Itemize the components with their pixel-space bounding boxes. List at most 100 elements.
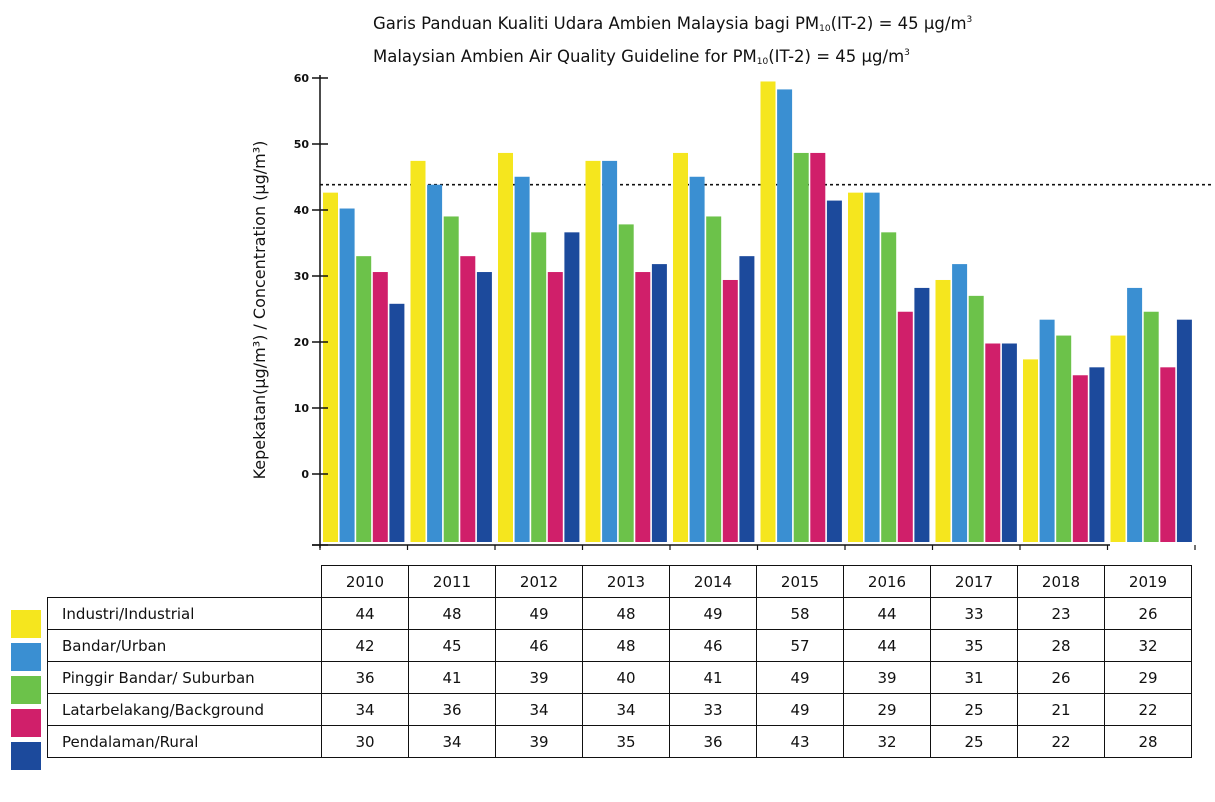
- table-year-header: 2017: [930, 565, 1018, 598]
- series-name-cell: Pinggir Bandar/ Suburban: [47, 661, 322, 694]
- value-cell: 34: [495, 693, 583, 726]
- bar-2012-series-2: [514, 176, 530, 542]
- bar-2014-series-5: [739, 256, 755, 542]
- value-cell: 58: [756, 597, 844, 630]
- bar-2011-series-4: [460, 256, 476, 542]
- bar-2014-series-1: [673, 152, 688, 542]
- bar-2010-series-4: [372, 272, 388, 542]
- bar-2013-series-3: [618, 224, 634, 542]
- value-cell: 34: [408, 725, 496, 758]
- chart-title-line-2: Malaysian Ambien Air Quality Guideline f…: [373, 47, 910, 67]
- y-axis-label: Kepekatan(µg/m³) / Concentration (µg/m³): [250, 141, 269, 480]
- table-row: Bandar/Urban 42 45 46 48 46 57 44 35 28 32: [47, 629, 1192, 662]
- value-cell: 44: [321, 597, 409, 630]
- value-cell: 33: [930, 597, 1018, 630]
- value-cell: 35: [582, 725, 670, 758]
- legend-swatch-5: [11, 742, 41, 770]
- value-cell: 29: [1104, 661, 1192, 694]
- value-cell: 32: [843, 725, 931, 758]
- bar-2016-series-1: [848, 192, 863, 542]
- value-cell: 39: [843, 661, 931, 694]
- table-row: Industri/Industrial 44 48 49 48 49 58 44 33 23 26: [47, 597, 1192, 630]
- table-year-header: 2012: [495, 565, 583, 598]
- value-cell: 44: [843, 597, 931, 630]
- value-cell: 23: [1017, 597, 1105, 630]
- bar-2010-series-2: [339, 208, 355, 542]
- bar-2016-series-4: [897, 311, 913, 542]
- bar-2011-series-3: [443, 216, 459, 542]
- bar-2019-series-4: [1160, 367, 1176, 542]
- bar-2011-series-2: [427, 184, 443, 542]
- bar-2018-series-3: [1056, 335, 1072, 542]
- bar-group-2013: [585, 160, 667, 542]
- bar-group-2011: [410, 160, 492, 542]
- bar-2016-series-3: [881, 232, 897, 542]
- axis-layer: 60 50 40 30 20 10 0: [294, 72, 1196, 550]
- table-year-header: 2013: [582, 565, 670, 598]
- data-table: 2010 2011 2012 2013 2014 2015 2016 2017 2018 2019…: [47, 565, 1192, 758]
- legend-swatch-1: [11, 610, 41, 638]
- bar-2018-series-5: [1089, 367, 1105, 542]
- value-cell: 49: [669, 597, 757, 630]
- value-cell: 28: [1017, 629, 1105, 662]
- value-cell: 49: [495, 597, 583, 630]
- bar-2010-series-3: [356, 256, 372, 542]
- bar-2017-series-1: [935, 279, 951, 542]
- bar-2018-series-2: [1039, 319, 1055, 542]
- value-cell: 30: [321, 725, 409, 758]
- value-cell: 26: [1017, 661, 1105, 694]
- value-cell: 29: [843, 693, 931, 726]
- table-year-header: 2010: [321, 565, 409, 598]
- table-row: Pinggir Bandar/ Suburban 36 41 39 40 41 49 39 31…: [47, 661, 1192, 694]
- value-cell: 35: [930, 629, 1018, 662]
- table-body: Industri/Industrial 44 48 49 48 49 58 44 33 23 26 B…: [47, 597, 1192, 758]
- chart-title-line-1: Garis Panduan Kualiti Udara Ambien Malay…: [373, 14, 973, 34]
- bar-2016-series-5: [914, 287, 930, 542]
- value-cell: 42: [321, 629, 409, 662]
- value-cell: 41: [669, 661, 757, 694]
- value-cell: 36: [669, 725, 757, 758]
- table-year-header: 2019: [1104, 565, 1192, 598]
- value-cell: 49: [756, 661, 844, 694]
- value-cell: 25: [930, 693, 1018, 726]
- series-name-cell: Industri/Industrial: [47, 597, 322, 630]
- value-cell: 49: [756, 693, 844, 726]
- y-tick-label: 10: [294, 402, 310, 415]
- bar-2012-series-1: [498, 152, 513, 542]
- chart-title: Garis Panduan Kualiti Udara Ambien Malay…: [373, 8, 972, 74]
- bar-2011-series-5: [476, 272, 492, 542]
- value-cell: 39: [495, 725, 583, 758]
- bar-group-2019: [1110, 287, 1192, 542]
- value-cell: 34: [582, 693, 670, 726]
- bar-group-2016: [848, 192, 930, 542]
- table-header-row: 2010 2011 2012 2013 2014 2015 2016 2017 2018 2019: [48, 565, 1192, 598]
- value-cell: 39: [495, 661, 583, 694]
- value-cell: 22: [1104, 693, 1192, 726]
- bar-2014-series-2: [689, 176, 705, 542]
- value-cell: 33: [669, 693, 757, 726]
- value-cell: 40: [582, 661, 670, 694]
- value-cell: 22: [1017, 725, 1105, 758]
- bar-2013-series-1: [585, 160, 601, 542]
- bar-2012-series-4: [547, 272, 563, 542]
- bar-2017-series-4: [985, 343, 1001, 542]
- bar-2014-series-3: [706, 216, 722, 542]
- table-row: Pendalaman/Rural 30 34 39 35 36 43 32 25 22 28: [47, 725, 1192, 758]
- bar-group-2015: [760, 81, 842, 543]
- value-cell: 31: [930, 661, 1018, 694]
- bar-2015-series-5: [826, 200, 842, 542]
- value-cell: 36: [321, 661, 409, 694]
- bar-2016-series-2: [864, 192, 880, 542]
- bar-2019-series-5: [1176, 319, 1192, 542]
- value-cell: 48: [408, 597, 496, 630]
- bars-layer: [323, 81, 1192, 543]
- value-cell: 26: [1104, 597, 1192, 630]
- bar-2015-series-4: [810, 152, 826, 542]
- table-year-header: 2014: [669, 565, 757, 598]
- bar-2019-series-1: [1110, 335, 1126, 542]
- table-year-header: 2016: [843, 565, 931, 598]
- bar-2015-series-3: [793, 152, 809, 542]
- bar-2017-series-2: [952, 264, 968, 542]
- y-tick-label: 0: [301, 468, 309, 481]
- bar-group-2010: [323, 192, 405, 542]
